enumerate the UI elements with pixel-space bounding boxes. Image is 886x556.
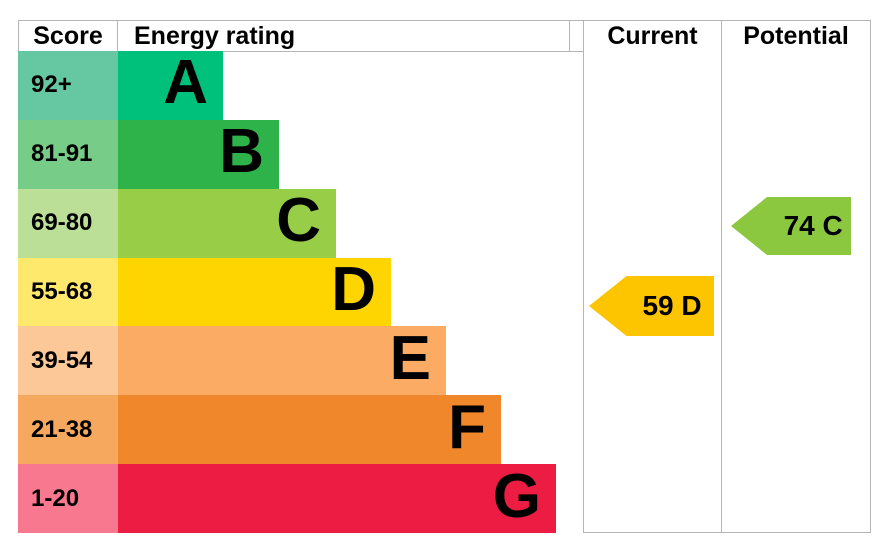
current-rating-arrow: 59 D xyxy=(589,276,714,336)
band-letter-c: C xyxy=(276,186,321,256)
band-score-g: 1-20 xyxy=(18,464,118,534)
band-letter-b: B xyxy=(219,117,264,187)
band-letter-f: F xyxy=(448,392,486,462)
epc-table: Score Energy rating Current Potential 92… xyxy=(18,20,871,534)
band-bar-e: E xyxy=(118,323,446,396)
band-row-a: 92+ A xyxy=(18,51,570,120)
current-column: 59 D xyxy=(583,51,722,533)
band-score-d: 55-68 xyxy=(18,257,118,327)
band-score-b: 81-91 xyxy=(18,119,118,189)
band-score-a: 92+ xyxy=(18,51,118,120)
band-bar-c: C xyxy=(118,186,336,258)
table-header-row: Score Energy rating Current Potential xyxy=(18,20,871,52)
band-stack: 92+ A 81-91 B 69-80 C xyxy=(18,51,570,534)
header-current: Current xyxy=(583,20,722,52)
band-row-c: 69-80 C xyxy=(18,186,570,258)
band-row-g: 1-20 G xyxy=(18,461,570,534)
current-rating-label: 59 D xyxy=(642,290,702,321)
band-row-e: 39-54 E xyxy=(18,323,570,396)
header-energy-rating: Energy rating xyxy=(117,20,570,52)
table-body: 92+ A 81-91 B 69-80 C xyxy=(18,51,871,534)
band-bar-f: F xyxy=(118,392,501,465)
band-letter-g: G xyxy=(492,461,541,531)
band-row-f: 21-38 F xyxy=(18,392,570,465)
band-row-d: 55-68 D xyxy=(18,255,570,327)
potential-rating-label: 74 C xyxy=(783,210,843,241)
band-bar-d: D xyxy=(118,255,391,327)
band-bar-a: A xyxy=(118,51,223,120)
header-potential: Potential xyxy=(721,20,871,52)
header-spacer xyxy=(570,20,583,52)
potential-rating-arrow: 74 C xyxy=(731,197,851,255)
potential-column: 74 C xyxy=(721,51,871,533)
band-letter-a: A xyxy=(163,48,208,118)
band-score-c: 69-80 xyxy=(18,188,118,258)
band-bar-b: B xyxy=(118,117,279,189)
band-score-e: 39-54 xyxy=(18,326,118,396)
body-spacer xyxy=(570,51,583,533)
band-score-f: 21-38 xyxy=(18,395,118,465)
band-bar-g: G xyxy=(118,461,556,534)
band-letter-d: D xyxy=(331,255,376,324)
band-letter-e: E xyxy=(389,323,431,393)
band-row-b: 81-91 B xyxy=(18,117,570,189)
header-score: Score xyxy=(18,20,118,52)
